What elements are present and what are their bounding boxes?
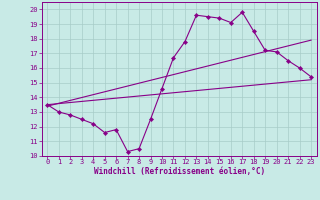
X-axis label: Windchill (Refroidissement éolien,°C): Windchill (Refroidissement éolien,°C) — [94, 167, 265, 176]
